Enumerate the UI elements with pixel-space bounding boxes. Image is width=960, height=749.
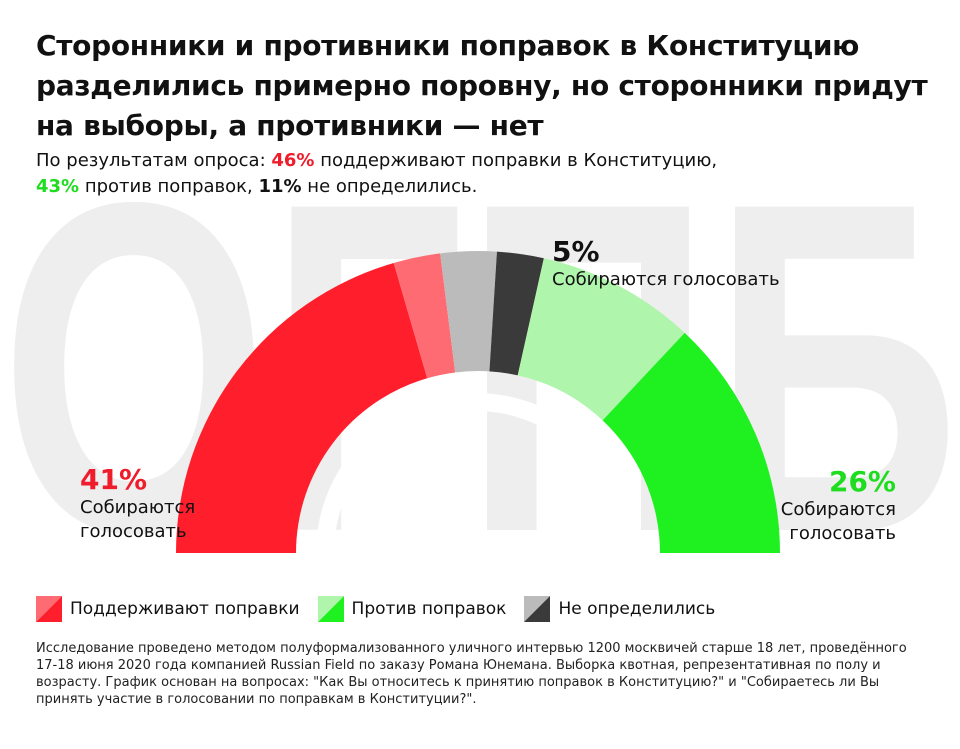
swatch-undecided-dark [524, 596, 551, 622]
legend-label-undecided: Не определились [558, 599, 716, 619]
legend-label-support: Поддерживают поправки [70, 599, 300, 619]
legend-item-support: Поддерживают поправки [36, 596, 300, 622]
against-percent: 43% [36, 176, 80, 197]
chart-segment-3 [440, 251, 497, 373]
swatch-against-dark [317, 596, 344, 622]
callout-undecided-vote: 5% Собираются голосовать [552, 236, 780, 292]
callout-support-vote-value: 41% [80, 463, 148, 496]
methodology-footnote: Исследование проведено методом полуформа… [36, 641, 907, 707]
inner-arc [316, 393, 636, 553]
legend-swatch-undecided [524, 596, 551, 622]
undecided-text: не определились. [301, 176, 478, 197]
callout-against-vote-label: Собираются голосовать [780, 499, 896, 544]
chart-segment-4 [489, 251, 544, 376]
legend-label-against: Против поправок [351, 599, 507, 619]
page-title: Сторонники и противники поправок в Конст… [36, 29, 928, 142]
subtitle: По результатам опроса: 46% поддерживают … [36, 148, 936, 200]
chart-segment-5 [517, 258, 685, 421]
legend-swatch-against [317, 596, 344, 622]
support-text: поддерживают поправки в Конституцию, [314, 150, 718, 171]
chart-segment-6 [602, 332, 780, 553]
callout-support-vote: 41% Собираются голосовать [80, 464, 210, 544]
legend-item-undecided: Не определились [524, 596, 715, 622]
swatch-support-dark [36, 596, 62, 622]
callout-support-vote-label: Собираются голосовать [80, 497, 196, 542]
legend: Поддерживают поправки Против поправок Не… [36, 596, 733, 622]
legend-item-against: Против поправок [317, 596, 507, 622]
undecided-percent: 11% [258, 176, 302, 197]
support-percent: 46% [271, 150, 315, 171]
legend-swatch-support [36, 596, 62, 622]
against-text: против поправок, [79, 176, 259, 197]
callout-against-vote: 26% Собираются голосовать [756, 466, 896, 546]
subtitle-lead: По результатам опроса: [36, 150, 272, 171]
callout-undecided-vote-value: 5% [552, 235, 600, 268]
chart-segment-1 [176, 262, 428, 553]
callout-against-vote-value: 26% [828, 465, 896, 498]
callout-undecided-vote-label: Собираются голосовать [552, 269, 780, 290]
chart-segment-2 [393, 253, 456, 379]
